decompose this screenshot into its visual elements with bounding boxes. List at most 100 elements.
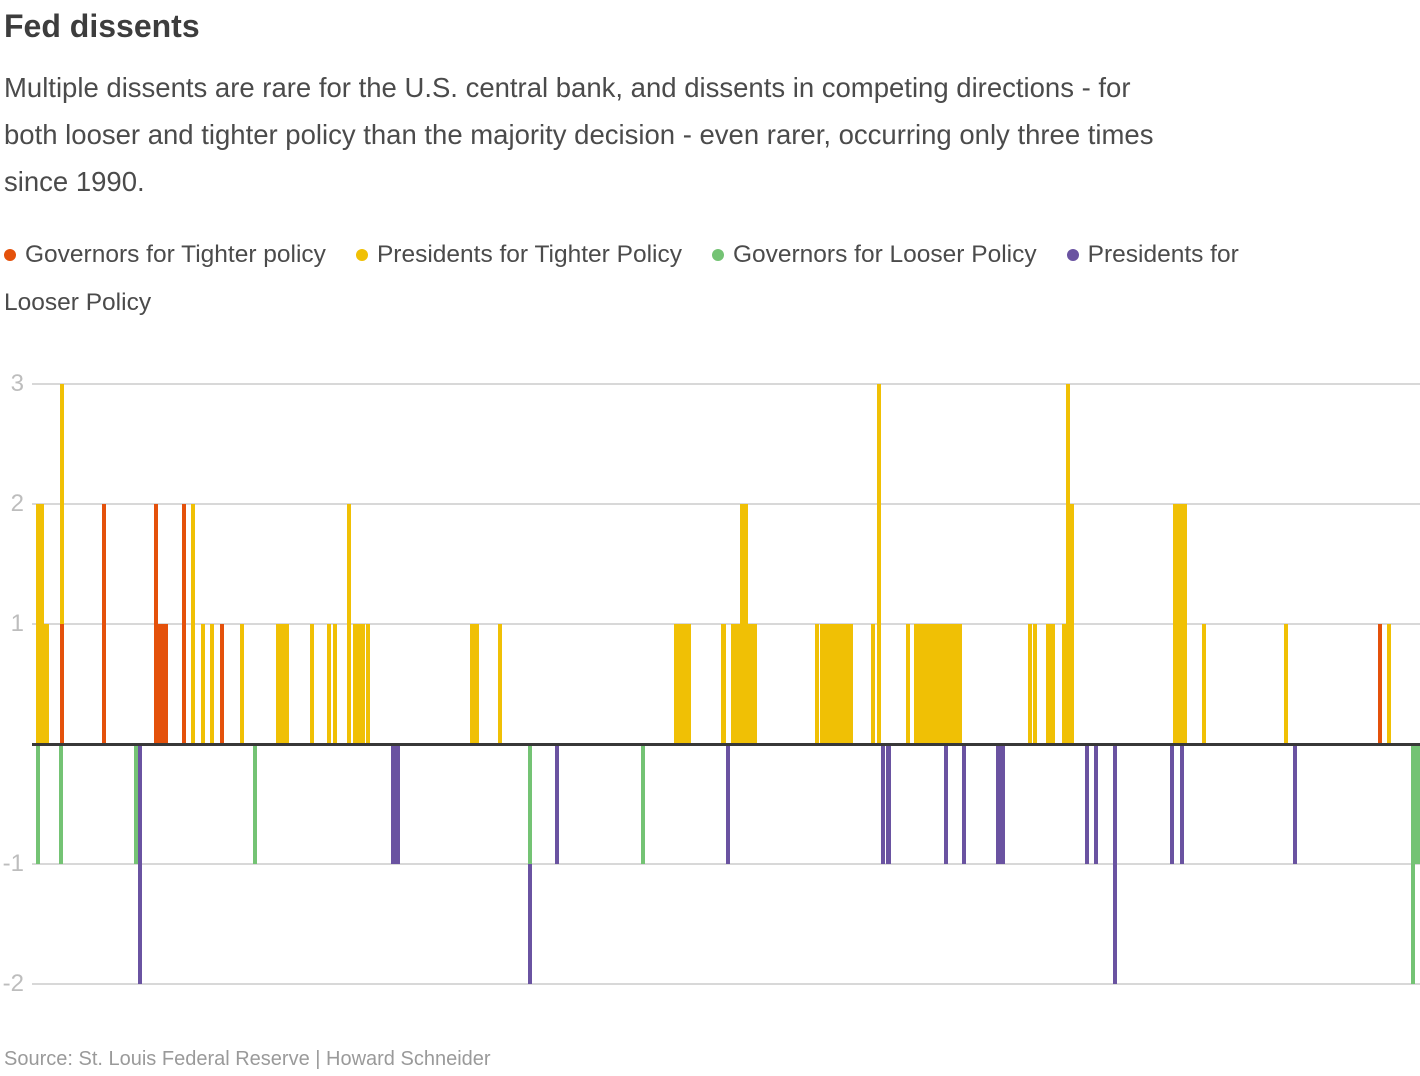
legend-item: Governors for Looser Policy: [711, 238, 1037, 272]
bar-pt: [1027, 624, 1033, 744]
bar-pt: [938, 624, 944, 744]
subtitle-line: Multiple dissents are rare for the U.S. …: [4, 72, 1131, 103]
legend-dot-icon: [711, 249, 724, 261]
bar-pt: [918, 624, 923, 744]
bar-pt: [239, 624, 245, 744]
bar-gt: [219, 624, 225, 744]
bar-pt: [950, 624, 955, 744]
y-axis-tick-label: 1: [10, 610, 24, 637]
bar-pt: [824, 624, 829, 744]
bar-pl: [395, 744, 400, 864]
bar-pt: [200, 624, 206, 744]
bar-gl: [1410, 744, 1416, 984]
legend-item-label: Presidents for: [1087, 241, 1239, 268]
bar-pt: [1182, 504, 1188, 744]
gridline: [32, 383, 1420, 385]
bar-gl: [58, 744, 64, 864]
chart-subtitle: Multiple dissents are rare for the U.S. …: [4, 64, 1416, 205]
bar-pt: [1061, 624, 1067, 744]
bar-pt: [743, 504, 749, 744]
bar-pt: [678, 624, 683, 744]
bar-pt: [686, 624, 692, 744]
bar-pt: [365, 624, 371, 744]
subtitle-line: since 1990.: [4, 166, 145, 197]
y-axis-tick-label: -2: [2, 970, 24, 997]
source-note: Source: St. Louis Federal Reserve | Howa…: [4, 1048, 491, 1070]
bar-gt: [157, 624, 162, 744]
y-axis-tick-label: 2: [10, 490, 24, 517]
x-axis-baseline: [32, 742, 1420, 746]
bar-pt: [1065, 384, 1071, 744]
subtitle-line: both looser and tighter policy than the …: [4, 119, 1154, 150]
bar-pt: [747, 624, 753, 744]
bar-pt: [1032, 624, 1038, 744]
bar-pt: [848, 624, 853, 744]
bar-pt: [819, 624, 825, 744]
bar-pl: [880, 744, 886, 864]
bar-pl: [1292, 744, 1298, 864]
bar-pt: [730, 624, 736, 744]
bar-pl: [527, 864, 533, 984]
bar-pl: [1000, 744, 1005, 864]
legend-item: Governors for Tighter policy: [4, 238, 326, 272]
bar-pt: [913, 624, 919, 744]
bar-pl: [1169, 744, 1175, 864]
bar-pl: [1112, 744, 1118, 984]
bar-pt: [39, 504, 45, 744]
bar-pt: [844, 624, 850, 744]
gridline: [32, 623, 1420, 625]
bar-gl: [527, 744, 533, 864]
bar-pt: [275, 624, 281, 744]
legend-item-label: Governors for Looser Policy: [732, 241, 1037, 268]
bar-gl: [133, 744, 139, 864]
bar-pt: [905, 624, 911, 744]
bar-pt: [942, 624, 948, 744]
bar-pt: [346, 504, 352, 744]
bar-gt: [101, 504, 107, 744]
legend-item-label: Presidents for Tighter Policy: [376, 241, 682, 268]
y-axis-tick-label: -1: [2, 850, 24, 877]
bar-pt: [814, 624, 820, 744]
bar-pt: [870, 624, 876, 744]
bar-pt: [332, 624, 338, 744]
bar-pl: [1084, 744, 1090, 864]
bar-gl: [1415, 744, 1420, 864]
bar-pt: [360, 624, 365, 744]
bar-gt: [59, 624, 65, 744]
gridline: [32, 983, 1420, 985]
legend-item: Presidents for: [1066, 238, 1239, 272]
dissent-chart: 3 2 1 -1 -2: [0, 370, 1420, 997]
bar-pt: [209, 624, 215, 744]
bar-pt: [922, 624, 928, 744]
bar-pl: [390, 744, 396, 864]
bar-gt: [181, 504, 187, 744]
bar-pt: [946, 624, 952, 744]
bar-pl: [554, 744, 560, 864]
bar-pt: [735, 624, 740, 744]
bar-pt: [190, 504, 196, 744]
bar-pl: [725, 744, 731, 864]
bar-gt: [1377, 624, 1383, 744]
bar-pt: [926, 624, 932, 744]
bar-gt: [163, 624, 168, 744]
legend-item: Presidents for Tighter Policy: [355, 238, 682, 272]
legend: Governors for Tighter policy Presidents f…: [4, 238, 1416, 317]
bar-pt: [284, 624, 290, 744]
page-title: Fed dissents: [4, 8, 200, 44]
bar-gt: [153, 504, 159, 744]
bar-pt: [828, 624, 834, 744]
bar-pt: [356, 624, 362, 744]
bar-pt: [1386, 624, 1392, 744]
bar-pt: [673, 624, 679, 744]
bar-pt: [953, 624, 959, 744]
bar-pt: [1283, 624, 1289, 744]
gridline: [32, 863, 1420, 865]
bar-pt: [469, 624, 475, 744]
bar-pt: [497, 624, 503, 744]
bar-pt: [832, 624, 838, 744]
bar-pl: [996, 744, 1001, 864]
bar-pt: [1050, 624, 1055, 744]
bar-pl: [137, 744, 143, 984]
bar-pt: [836, 624, 842, 744]
